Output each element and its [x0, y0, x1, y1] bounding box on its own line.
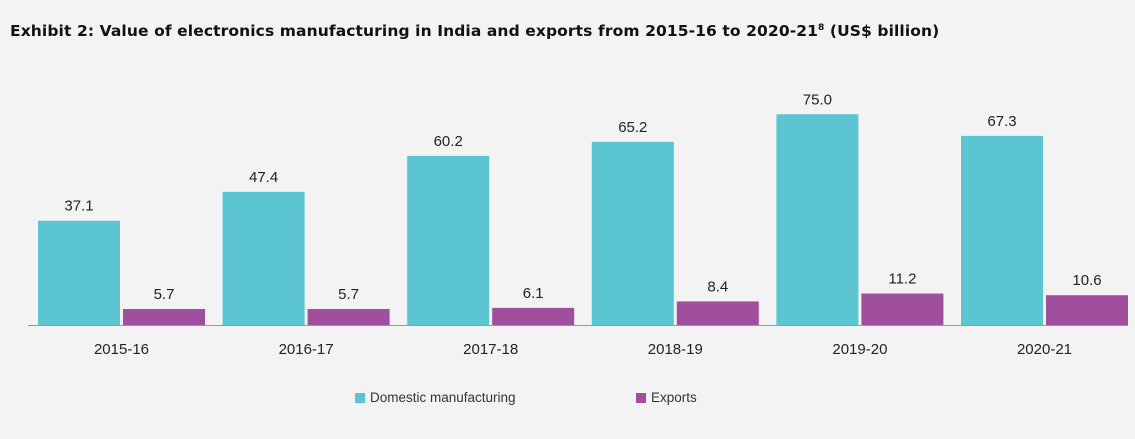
data-label-domestic-2019-20: 75.0	[803, 91, 832, 108]
data-label-exports-2020-21: 10.6	[1072, 272, 1101, 289]
bar-exports-2020-21	[1046, 295, 1128, 325]
bar-domestic-2019-20	[776, 114, 859, 325]
data-label-domestic-2015-16: 37.1	[64, 198, 93, 215]
data-label-exports-2017-18: 6.1	[523, 285, 544, 302]
x-tick-label-2018-19: 2018-19	[648, 341, 703, 358]
legend-label-exports: Exports	[651, 390, 697, 405]
chart-legend: Domestic manufacturing Exports	[0, 390, 1135, 410]
x-tick-label-2015-16: 2015-16	[94, 341, 149, 358]
x-tick-label-2016-17: 2016-17	[279, 341, 334, 358]
legend-swatch-exports	[636, 392, 646, 403]
legend-item-exports: Exports	[636, 390, 697, 405]
bar-domestic-2015-16	[38, 220, 120, 325]
x-tick-label-2019-20: 2019-20	[832, 341, 887, 358]
bar-domestic-2016-17	[222, 191, 305, 325]
legend-swatch-domestic	[355, 392, 365, 403]
data-label-domestic-2017-18: 60.2	[434, 133, 463, 150]
chart-title: Exhibit 2: Value of electronics manufact…	[10, 22, 940, 40]
title-superscript: 8	[818, 22, 825, 33]
data-label-domestic-2016-17: 47.4	[249, 169, 278, 186]
bar-exports-2016-17	[307, 308, 390, 325]
bar-exports-2017-18	[492, 307, 575, 325]
data-label-domestic-2018-19: 65.2	[618, 119, 647, 136]
data-label-exports-2015-16: 5.7	[154, 286, 175, 303]
legend-label-domestic: Domestic manufacturing	[370, 390, 516, 405]
bar-domestic-2020-21	[961, 135, 1043, 325]
bar-exports-2019-20	[861, 293, 944, 325]
bar-exports-2018-19	[676, 301, 759, 325]
x-tick-label-2017-18: 2017-18	[463, 341, 518, 358]
bar-exports-2015-16	[123, 308, 205, 325]
bar-domestic-2017-18	[407, 155, 490, 325]
bar-domestic-2018-19	[591, 141, 674, 325]
legend-item-domestic: Domestic manufacturing	[355, 390, 516, 405]
data-label-exports-2018-19: 8.4	[707, 278, 728, 295]
data-label-exports-2016-17: 5.7	[338, 286, 359, 303]
data-label-exports-2019-20: 11.2	[888, 271, 916, 288]
x-tick-label-2020-21: 2020-21	[1017, 341, 1072, 358]
data-label-domestic-2020-21: 67.3	[987, 113, 1016, 130]
